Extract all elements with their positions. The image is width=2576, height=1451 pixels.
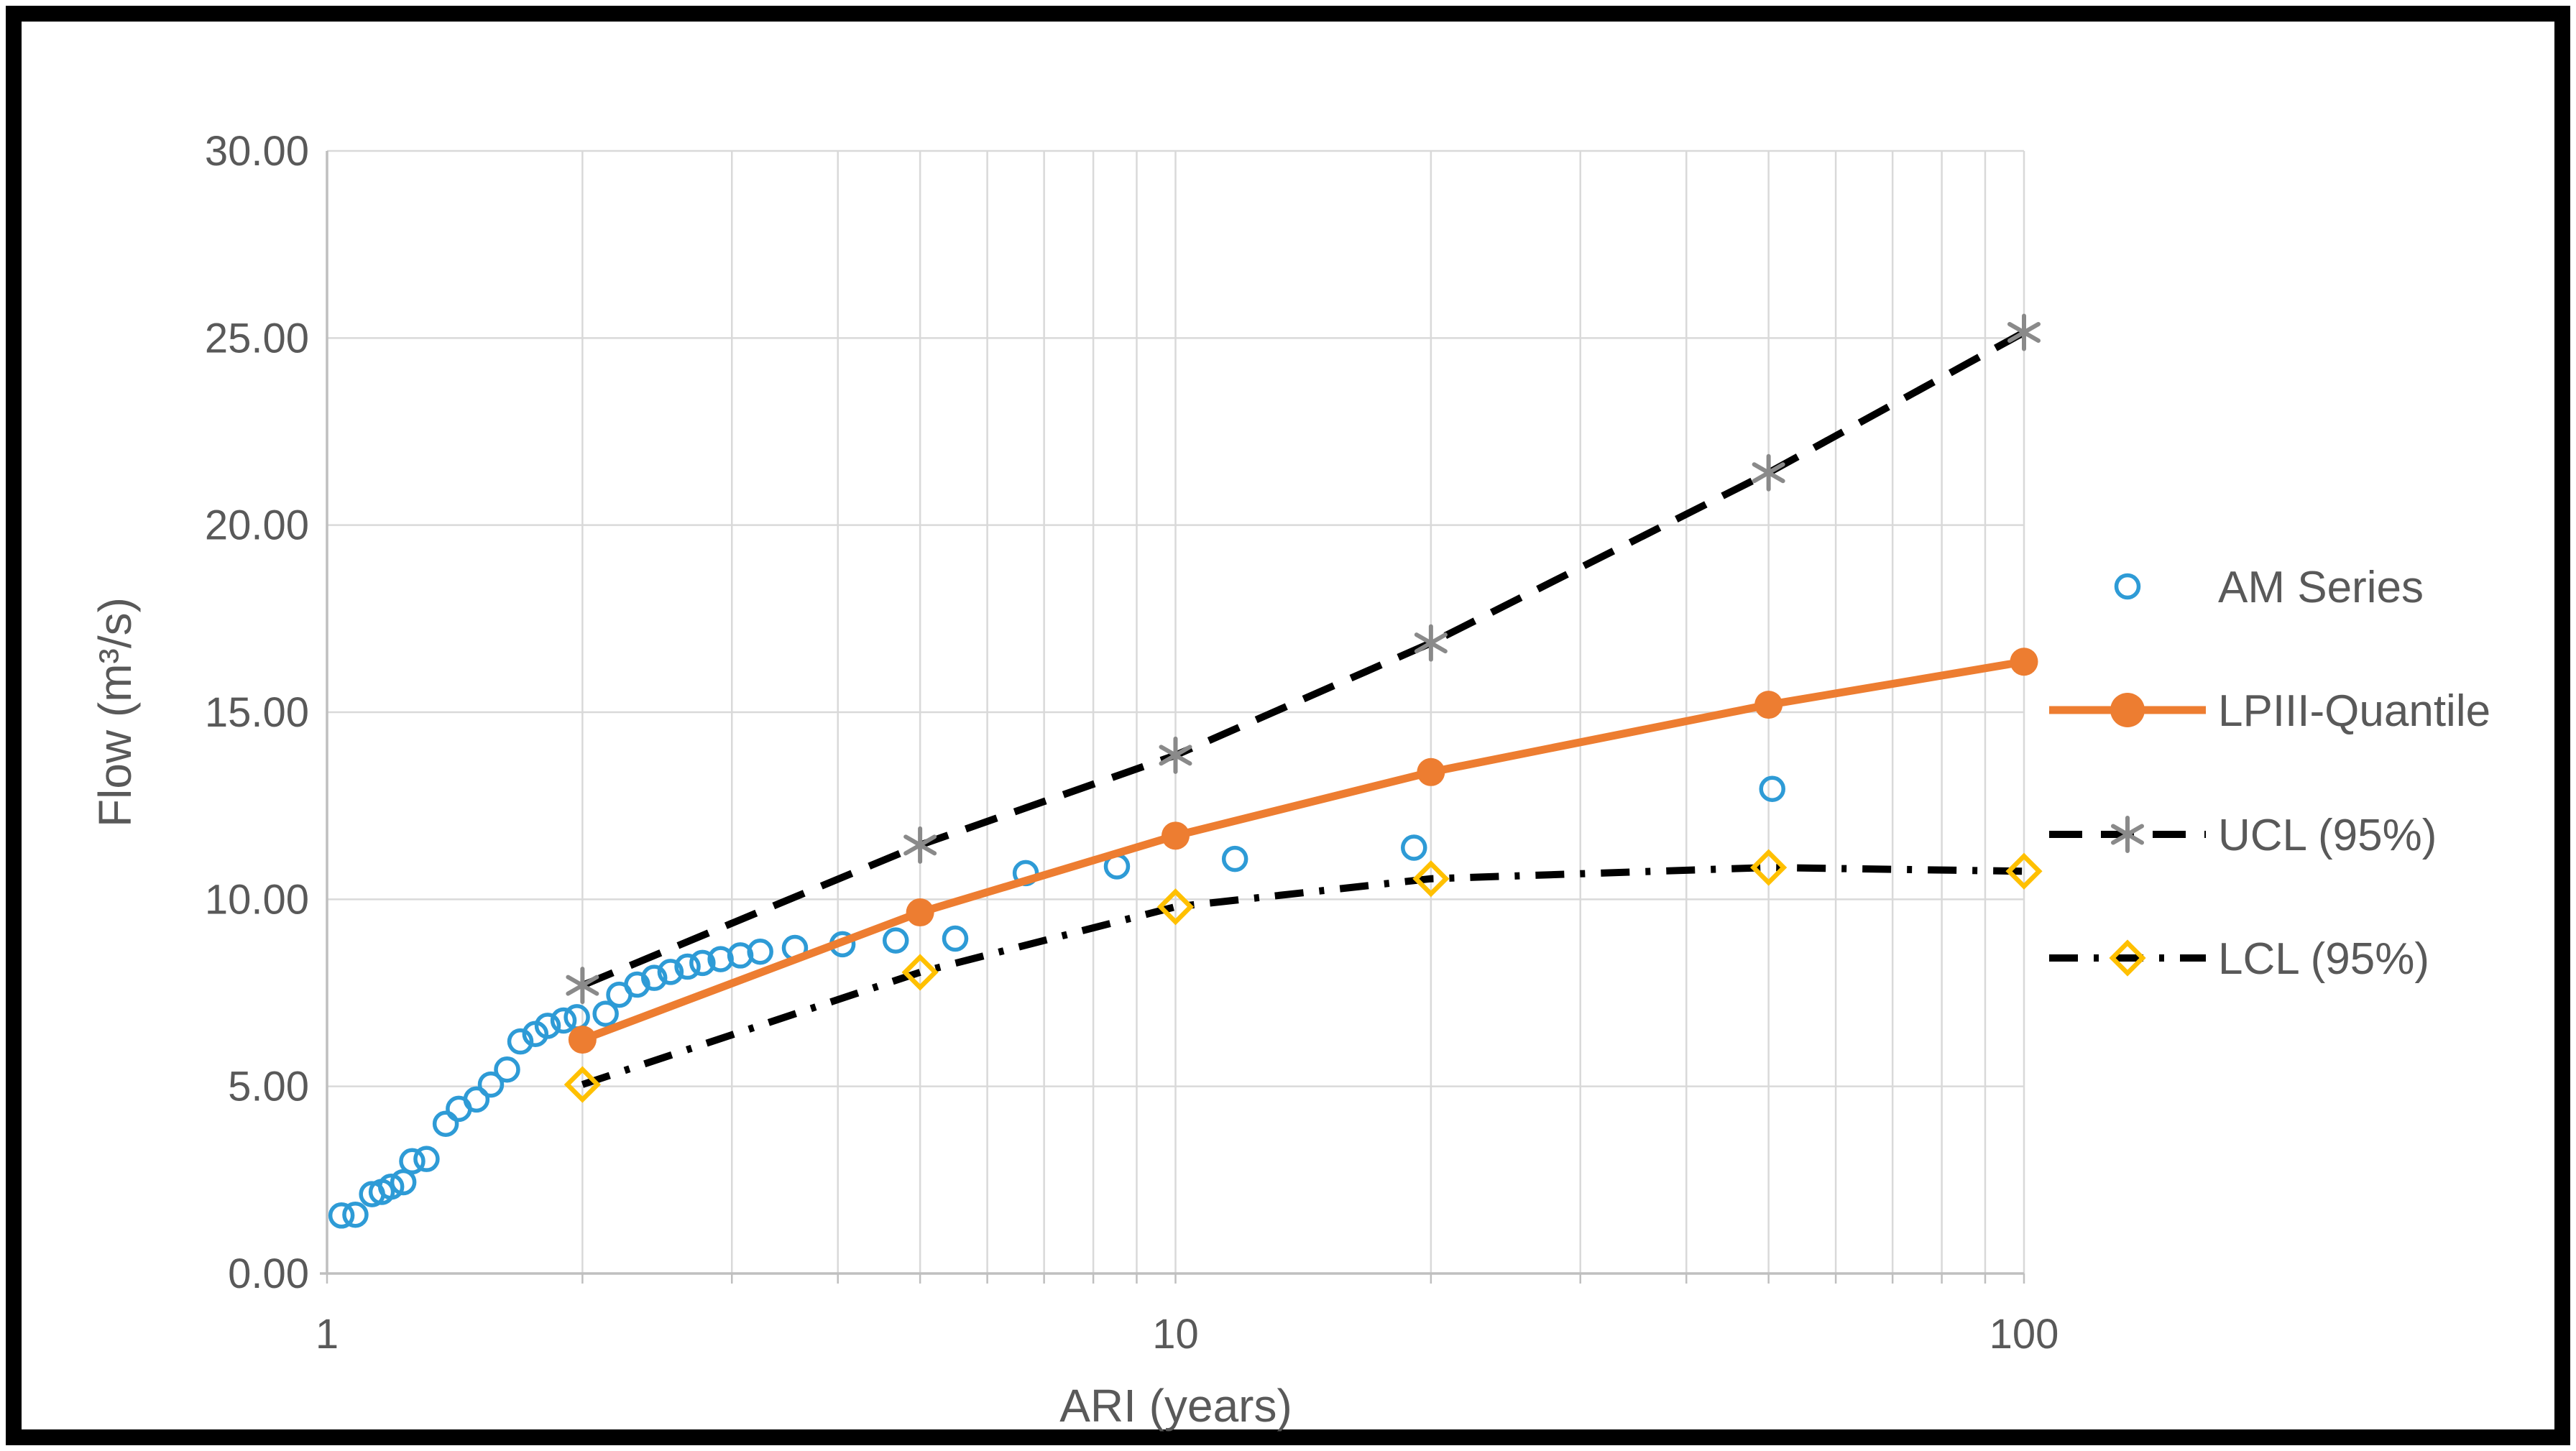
chart-outer-border — [6, 6, 2570, 1445]
marker-am-series — [399, 1148, 426, 1175]
marker-am-series — [657, 959, 684, 985]
y-tick-label-20.00: 20.00 — [205, 502, 309, 549]
marker-am-series — [328, 1202, 355, 1229]
marker-lpiii-quantile — [2010, 648, 2038, 676]
legend-marker-lpiii-quantile — [2110, 693, 2145, 727]
marker-lpiii-quantile — [906, 898, 934, 927]
x-tick-label-100: 100 — [1990, 1311, 2059, 1358]
legend-item-ucl-95: UCL (95%) — [2049, 811, 2437, 860]
marker-am-series — [747, 938, 773, 965]
marker-am-series — [689, 949, 716, 977]
marker-am-series — [342, 1202, 369, 1228]
y-tick-label-10.00: 10.00 — [205, 876, 309, 923]
legend-label-am-series: AM Series — [2218, 563, 2424, 612]
legend-label-lpiii-quantile: LPIII-Quantile — [2218, 686, 2490, 736]
gridlines — [326, 149, 2025, 1275]
marker-am-series — [507, 1028, 534, 1055]
marker-am-series — [494, 1056, 520, 1083]
marker-am-series — [674, 953, 701, 980]
y-tick-label-25.00: 25.00 — [205, 315, 309, 361]
x-axis-title: ARI (years) — [1059, 1380, 1292, 1432]
marker-ucl-95 — [1414, 624, 1448, 662]
axis-lines — [320, 151, 2025, 1284]
marker-lcl-95 — [2005, 852, 2043, 890]
marker-am-series — [882, 927, 909, 954]
y-tick-label-0.00: 0.00 — [228, 1250, 309, 1297]
x-tick-label-1: 1 — [316, 1311, 339, 1358]
series-am-series — [328, 775, 1785, 1229]
line-lcl-95 — [581, 864, 2025, 1088]
y-tick-label-5.00: 5.00 — [228, 1064, 309, 1110]
marker-am-series — [463, 1086, 490, 1113]
marker-am-series — [534, 1013, 561, 1039]
line-lpiii-quantile — [581, 658, 2025, 1044]
marker-ucl-95 — [1159, 736, 1192, 774]
marker-lpiii-quantile — [1162, 821, 1190, 850]
legend-item-lpiii-quantile: LPIII-Quantile — [2049, 686, 2490, 736]
series-lcl-95 — [564, 849, 2043, 1103]
marker-lcl-95 — [1412, 860, 1450, 898]
legend-item-lcl-95: LCL (95%) — [2049, 934, 2429, 984]
marker-ucl-95 — [2007, 313, 2041, 351]
legend-marker-lcl-95 — [2109, 939, 2146, 977]
marker-am-series — [1759, 775, 1785, 802]
y-tick-label-30.00: 30.00 — [205, 128, 309, 175]
marker-am-series — [377, 1173, 405, 1200]
y-axis-title: Flow (m³/s) — [89, 597, 141, 827]
tick-labels: 0.00 5.00 10.00 15.00 20.00 25.00 30.00 1 10 100 — [205, 128, 2059, 1358]
legend-marker-am-series — [2114, 573, 2141, 600]
marker-am-series — [640, 964, 668, 991]
marker-am-series — [624, 971, 650, 998]
marker-ucl-95 — [1752, 453, 1785, 492]
marker-am-series — [942, 925, 969, 952]
marker-ucl-95 — [903, 826, 937, 864]
series-ucl-95 — [566, 313, 2041, 1005]
marker-ucl-95 — [566, 967, 599, 1005]
series-layer — [328, 313, 2043, 1229]
marker-lpiii-quantile — [568, 1026, 597, 1054]
legend-marker-ucl-95 — [2111, 816, 2144, 853]
marker-lcl-95 — [1156, 888, 1195, 926]
y-tick-label-15.00: 15.00 — [205, 689, 309, 736]
legend-item-am-series: AM Series — [2114, 563, 2424, 612]
marker-am-series — [390, 1169, 417, 1196]
legend-label-ucl-95: UCL (95%) — [2218, 811, 2437, 860]
marker-am-series — [592, 1000, 619, 1027]
marker-lpiii-quantile — [1754, 691, 1783, 719]
marker-am-series — [413, 1146, 440, 1172]
marker-am-series — [432, 1110, 459, 1137]
series-lpiii-quantile — [568, 648, 2038, 1054]
marker-lcl-95 — [901, 954, 939, 991]
marker-lcl-95 — [564, 1066, 601, 1103]
marker-am-series — [550, 1007, 577, 1034]
x-tick-label-10: 10 — [1152, 1311, 1199, 1358]
marker-am-series — [477, 1071, 505, 1098]
marker-am-series — [1401, 834, 1427, 861]
marker-am-series — [1221, 845, 1248, 872]
marker-lcl-95 — [1750, 849, 1788, 886]
legend-label-lcl-95: LCL (95%) — [2218, 934, 2429, 984]
legend: AM Series LPIII-Quantile UCL (95%) LCL (95%… — [2049, 563, 2490, 984]
marker-lpiii-quantile — [1417, 757, 1445, 786]
